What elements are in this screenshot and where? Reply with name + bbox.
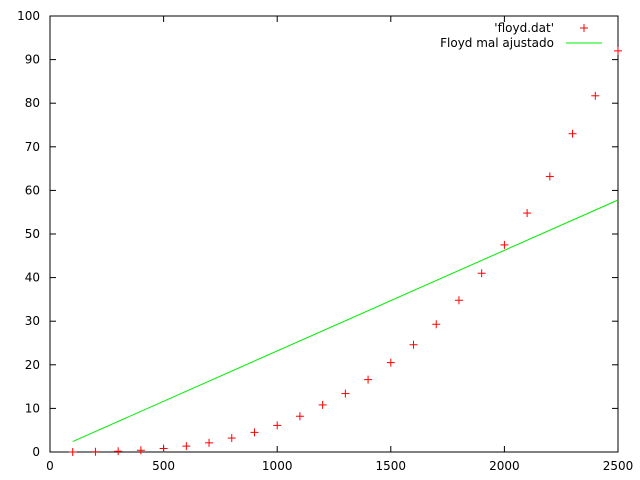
data-point <box>386 358 395 367</box>
data-point <box>250 428 259 437</box>
data-point <box>68 447 77 456</box>
data-point <box>318 400 327 409</box>
data-point <box>364 375 373 384</box>
data-point <box>136 446 145 455</box>
x-axis: 0 500 1000 1500 2000 2500 <box>46 16 633 473</box>
legend-label: 'floyd.dat' <box>494 21 554 35</box>
data-point <box>114 447 123 456</box>
series-1 <box>72 199 619 442</box>
data-point <box>409 340 418 349</box>
legend-label: Floyd mal ajustado <box>440 36 554 50</box>
series-0 <box>68 46 622 456</box>
data-point <box>500 240 509 249</box>
y-tick-label: 10 <box>25 401 40 415</box>
data-point <box>227 434 236 443</box>
x-tick-label: 0 <box>46 459 54 473</box>
series-layer <box>68 46 622 456</box>
x-tick-label: 2500 <box>603 459 634 473</box>
data-point <box>614 46 622 55</box>
y-tick-label: 50 <box>25 227 40 241</box>
data-point <box>91 447 100 456</box>
data-point <box>523 209 532 218</box>
y-tick-label: 100 <box>17 9 40 23</box>
y-tick-label: 70 <box>25 140 40 154</box>
data-point <box>454 296 463 305</box>
data-point <box>182 442 191 451</box>
data-point <box>477 269 486 278</box>
data-point <box>159 444 168 453</box>
x-tick-label: 1500 <box>376 459 407 473</box>
plot-frame <box>49 15 619 453</box>
y-tick-label: 40 <box>25 271 40 285</box>
data-point <box>545 172 554 181</box>
data-point <box>568 129 577 138</box>
x-tick-label: 500 <box>152 459 175 473</box>
y-tick-label: 60 <box>25 183 40 197</box>
x-tick-label: 1000 <box>262 459 293 473</box>
data-point <box>295 412 304 421</box>
data-point <box>205 438 214 447</box>
data-point <box>273 421 282 430</box>
plot-area <box>49 15 619 453</box>
legend: 'floyd.dat'Floyd mal ajustado <box>440 21 602 50</box>
y-axis: 0 10 20 30 40 50 60 70 80 90 100 <box>17 9 618 459</box>
data-point <box>341 389 350 398</box>
series-line <box>72 199 619 442</box>
y-tick-label: 30 <box>25 314 40 328</box>
data-point <box>432 320 441 329</box>
legend-marker <box>580 24 588 32</box>
y-tick-label: 0 <box>32 445 40 459</box>
y-tick-label: 80 <box>25 96 40 110</box>
x-tick-label: 2000 <box>489 459 520 473</box>
data-point <box>591 91 600 100</box>
y-tick-label: 90 <box>25 53 40 67</box>
y-tick-label: 20 <box>25 358 40 372</box>
